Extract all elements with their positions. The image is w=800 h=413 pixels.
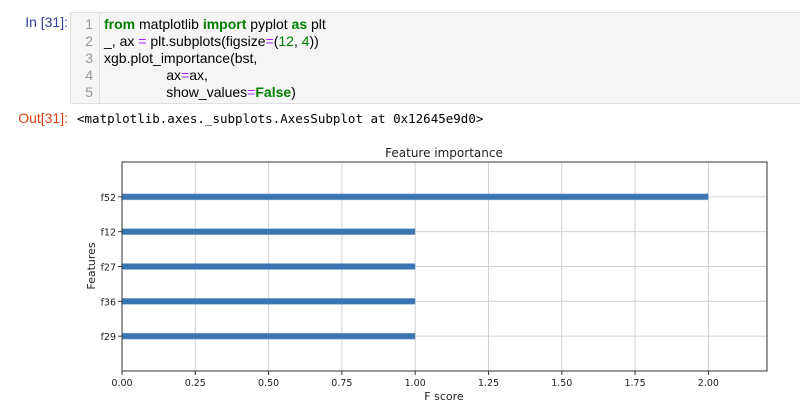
- code-line: show_values=False): [104, 84, 296, 100]
- line-number: 4: [85, 67, 93, 83]
- code-token: 12: [278, 33, 294, 49]
- x-axis-label: F score: [424, 390, 464, 403]
- code-token: as: [291, 16, 308, 32]
- code-token: ax,: [189, 67, 208, 83]
- y-tick-label: f52: [101, 193, 116, 204]
- code-token: ax: [104, 67, 182, 83]
- code-line: from matplotlib import pyplot as plt: [104, 16, 326, 32]
- code-token: =: [247, 84, 256, 100]
- code-token: matplotlib: [135, 16, 203, 32]
- code-token: False: [255, 84, 292, 100]
- x-tick-label: 1.00: [405, 378, 426, 389]
- code-token: import: [202, 16, 247, 32]
- input-prompt: In [31]:: [25, 14, 68, 30]
- bar-f36: [121, 298, 416, 305]
- code-line: ax=ax,: [104, 67, 208, 83]
- chart-title: Feature importance: [385, 146, 503, 160]
- code-token: =: [181, 67, 190, 83]
- code-token: ,: [293, 33, 302, 49]
- code-token: =: [265, 33, 274, 49]
- code-token: ): [291, 84, 296, 100]
- bar-f52: [121, 193, 709, 201]
- x-tick-label: 1.50: [551, 378, 572, 389]
- code-token: )): [309, 33, 319, 49]
- y-tick-label: f29: [101, 332, 116, 343]
- line-number: 5: [85, 84, 93, 100]
- output-text: <matplotlib.axes._subplots.AxesSubplot a…: [77, 111, 484, 126]
- y-tick-label: f27: [101, 263, 116, 274]
- code-token: plt.subplots(figsize: [146, 33, 266, 49]
- x-tick-label: 0.50: [258, 378, 279, 389]
- y-axis-label: Features: [85, 242, 98, 290]
- code-token: pyplot: [246, 16, 292, 32]
- bar-f12: [121, 228, 416, 235]
- code-token: xgb.plot_importance(bst,: [104, 50, 258, 66]
- code-token: plt: [307, 16, 326, 32]
- code-line: xgb.plot_importance(bst,: [104, 50, 257, 66]
- code-token: _, ax: [104, 33, 139, 49]
- code-token: show_values: [104, 84, 248, 100]
- y-tick-label: f12: [101, 228, 116, 239]
- x-tick-label: 0.75: [331, 378, 352, 389]
- line-number: 3: [85, 50, 93, 66]
- bar-f29: [121, 332, 416, 340]
- output-prompt: Out[31]:: [18, 110, 68, 126]
- code-line: _, ax = plt.subplots(figsize=(12, 4)): [104, 33, 319, 49]
- code-token: 4: [301, 33, 310, 49]
- line-number: 1: [85, 16, 93, 32]
- code-token: =: [138, 33, 147, 49]
- x-tick-label: 2.00: [698, 378, 719, 389]
- x-tick-label: 0.25: [185, 378, 206, 389]
- line-number: 2: [85, 33, 93, 49]
- y-tick-label: f36: [101, 297, 116, 308]
- x-tick-label: 1.25: [478, 378, 499, 389]
- code-token: (: [273, 33, 279, 49]
- code-token: from: [104, 16, 136, 32]
- x-tick-label: 1.75: [624, 378, 645, 389]
- x-tick-label: 0.00: [111, 378, 132, 389]
- bar-f27: [121, 263, 416, 270]
